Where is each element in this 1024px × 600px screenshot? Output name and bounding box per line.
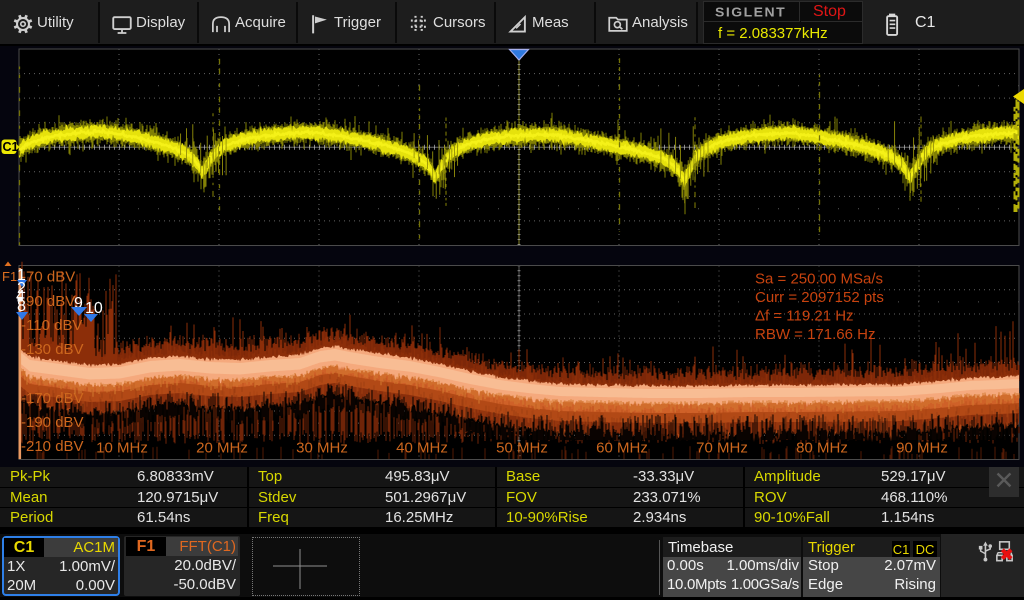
svg-text:10 MHz: 10 MHz	[96, 440, 148, 457]
svg-text:30 MHz: 30 MHz	[296, 440, 348, 457]
svg-text:8: 8	[17, 298, 26, 315]
svg-text:Curr = 2097152 pts: Curr = 2097152 pts	[755, 289, 884, 306]
svg-text:9: 9	[74, 295, 83, 312]
svg-text:90 MHz: 90 MHz	[896, 440, 948, 457]
svg-text:-210 dBV: -210 dBV	[21, 438, 84, 455]
svg-text:-90 dBV: -90 dBV	[21, 293, 75, 310]
svg-text:-130 dBV: -130 dBV	[21, 341, 84, 358]
svg-text:-110 dBV: -110 dBV	[21, 317, 82, 334]
svg-text:40 MHz: 40 MHz	[396, 440, 448, 457]
svg-text:-190 dBV: -190 dBV	[21, 414, 84, 431]
svg-text:20 MHz: 20 MHz	[196, 440, 248, 457]
svg-text:4: 4	[16, 288, 25, 305]
svg-text:80 MHz: 80 MHz	[796, 440, 848, 457]
svg-text:1: 1	[17, 267, 26, 284]
svg-text:70 MHz: 70 MHz	[696, 440, 748, 457]
svg-text:F1: F1	[2, 269, 17, 284]
svg-text:Sa = 250.00 MSa/s: Sa = 250.00 MSa/s	[755, 271, 883, 288]
svg-text:-70 dBV: -70 dBV	[21, 269, 75, 286]
svg-text:2: 2	[17, 280, 26, 297]
svg-text:-170 dBV: -170 dBV	[21, 390, 84, 407]
svg-text:C1: C1	[3, 140, 19, 154]
svg-text:Δf = 119.21 Hz: Δf = 119.21 Hz	[755, 308, 854, 325]
svg-text:50 MHz: 50 MHz	[496, 440, 548, 457]
svg-text:10: 10	[85, 300, 103, 317]
svg-text:60 MHz: 60 MHz	[596, 440, 648, 457]
svg-text:RBW = 171.66 Hz: RBW = 171.66 Hz	[755, 326, 875, 343]
